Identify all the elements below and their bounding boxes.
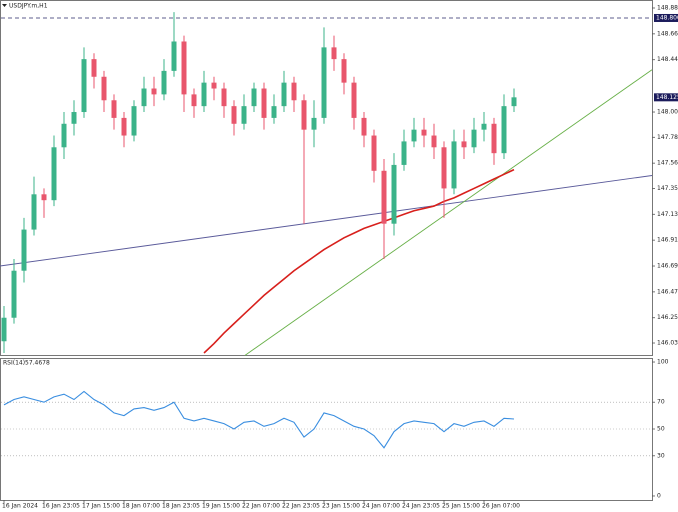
candle-body <box>461 141 467 148</box>
candle-body <box>221 88 227 107</box>
candle-body <box>121 117 127 136</box>
candle-body <box>291 82 297 101</box>
candle-body <box>311 117 317 130</box>
candle-body <box>441 147 447 189</box>
y-tick-label: 148.445 <box>657 56 678 63</box>
candle-body <box>301 100 307 130</box>
candle-body <box>481 123 487 130</box>
candle-body <box>21 229 27 271</box>
y-tick-label: 147.350 <box>657 185 678 192</box>
chart-title: USDJPY.m,H1 <box>9 3 48 10</box>
candle-body <box>131 106 137 136</box>
y-tick-label: 148.000 <box>657 109 678 116</box>
level-label: 148.800 <box>656 14 678 21</box>
rsi-y-tick-label: 30 <box>657 452 665 459</box>
candle-body <box>201 82 207 107</box>
candle-body <box>471 129 477 148</box>
rsi-panel <box>0 358 653 501</box>
x-tick-label: 16 Jan 2024 <box>2 503 38 510</box>
candle-body <box>81 59 87 113</box>
rsi-line <box>3 390 515 449</box>
last-price-bg <box>654 93 678 102</box>
candle-body <box>41 194 47 201</box>
candle-body <box>341 59 347 83</box>
candle-body <box>501 106 507 154</box>
x-tick-label: 16 Jan 23:05 <box>42 503 80 510</box>
candle-body <box>421 129 427 136</box>
x-tick-label: 25 Jan 15:00 <box>442 503 480 510</box>
x-tick-label: 24 Jan 23:05 <box>402 503 440 510</box>
candle-body <box>381 170 387 224</box>
candle-body <box>351 82 357 118</box>
candle-body <box>431 135 437 148</box>
y-tick-label: 146.690 <box>657 263 678 270</box>
level-label-bg <box>654 13 678 22</box>
price-panel <box>0 0 653 356</box>
rsi-value: 57.4678 <box>25 360 50 367</box>
menu-arrow <box>2 4 7 7</box>
candle-body <box>191 94 197 107</box>
candle-body <box>281 82 287 107</box>
rsi-y-tick-label: 100 <box>657 359 669 366</box>
candle-body <box>371 135 377 171</box>
x-tick-label: 17 Jan 15:00 <box>82 503 120 510</box>
y-tick-label: 146.910 <box>657 237 678 244</box>
y-tick-label: 147.785 <box>657 134 678 141</box>
rsi-y-tick-label: 0 <box>657 492 661 499</box>
candle-body <box>491 123 497 154</box>
candle-body <box>91 59 97 77</box>
y-tick-label: 146.470 <box>657 288 678 295</box>
x-tick-label: 22 Jan 07:00 <box>242 503 280 510</box>
candle-body <box>411 129 417 142</box>
x-tick-label: 24 Jan 07:00 <box>362 503 400 510</box>
rsi-y-tick-label: 70 <box>657 399 665 406</box>
x-tick-label: 22 Jan 23:05 <box>282 503 320 510</box>
trendline <box>0 175 653 267</box>
candle-body <box>391 164 397 224</box>
y-tick-label: 148.885 <box>657 4 678 11</box>
candle-body <box>61 123 67 148</box>
candle-body <box>101 76 107 101</box>
candle-body <box>361 117 367 136</box>
rsi-y-tick-label: 50 <box>657 426 665 433</box>
candle-body <box>271 106 277 118</box>
candle-body <box>71 112 77 124</box>
candle-body <box>211 82 217 89</box>
candle-body <box>11 270 17 318</box>
candle-body <box>141 88 147 107</box>
candle-body <box>231 106 237 124</box>
candle-body <box>451 141 457 189</box>
candle-body <box>401 141 407 165</box>
candle-body <box>181 41 187 95</box>
candle-body <box>511 97 517 107</box>
y-tick-label: 148.665 <box>657 30 678 37</box>
candle-body <box>251 88 257 107</box>
y-tick-label: 146.250 <box>657 314 678 321</box>
y-tick-label: 146.035 <box>657 340 678 347</box>
candle-body <box>321 47 327 118</box>
candle-body <box>111 100 117 118</box>
candle-body <box>51 147 57 201</box>
candle-body <box>151 88 157 95</box>
moving-average <box>203 168 515 354</box>
x-tick-label: 19 Jan 15:00 <box>202 503 240 510</box>
y-tick-label: 147.565 <box>657 160 678 167</box>
candle-body <box>241 106 247 124</box>
last-price-label: 148.125 <box>656 94 678 101</box>
candle-body <box>1 317 7 342</box>
x-tick-label: 18 Jan 07:00 <box>122 503 160 510</box>
candle-body <box>171 41 177 71</box>
x-tick-label: 18 Jan 23:05 <box>162 503 200 510</box>
candle-body <box>261 88 267 118</box>
y-tick-label: 147.130 <box>657 211 678 218</box>
trendline <box>244 69 653 356</box>
x-tick-label: 26 Jan 07:00 <box>482 503 520 510</box>
rsi-name: RSI(14) <box>3 360 25 367</box>
candle-body <box>161 70 167 95</box>
x-tick-label: 23 Jan 15:00 <box>322 503 360 510</box>
candle-body <box>31 194 37 230</box>
candle-body <box>331 47 337 60</box>
